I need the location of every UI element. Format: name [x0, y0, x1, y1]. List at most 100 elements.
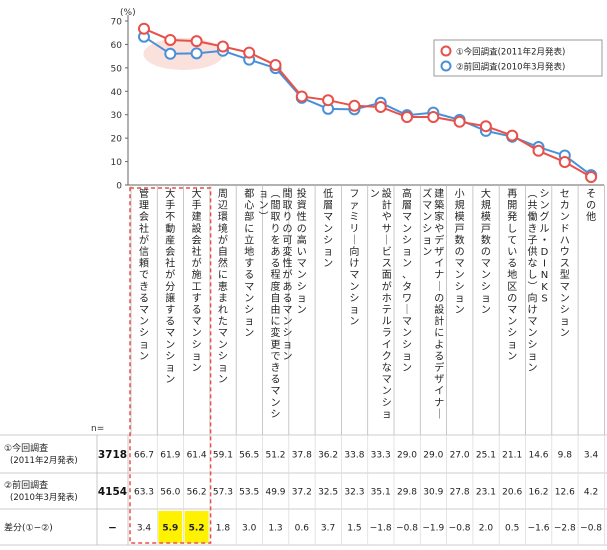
category-label-char: ホ — [382, 292, 392, 304]
category-label-char: シ — [540, 189, 550, 200]
category-label-char: ョ — [402, 247, 412, 258]
category-label-char: け — [349, 258, 359, 270]
category-label-char: し — [528, 269, 538, 281]
highlight-frame — [129, 187, 212, 544]
category-label-char: マ — [528, 317, 538, 328]
category-label-char: ミ — [349, 212, 359, 223]
category-label-char: マ — [297, 259, 307, 270]
category-label-char: に — [244, 223, 254, 235]
category-label-char: 型 — [560, 268, 570, 281]
category-label-char: る — [271, 374, 281, 386]
category-label-char: に — [218, 269, 228, 281]
category-label-char: ン — [402, 363, 412, 374]
category-label-char: 立 — [244, 233, 254, 246]
category-label-char: ン — [192, 328, 202, 339]
category-label-char: 高 — [402, 187, 412, 200]
category-label-char: タ — [402, 281, 412, 293]
row-sublabel: (2010年3月発表) — [10, 492, 78, 503]
category-label-char: ク — [382, 350, 392, 362]
category-label-char: サ — [382, 223, 392, 235]
category-label-char: 再 — [507, 188, 517, 200]
category-label-char: 動 — [165, 222, 175, 235]
table-cell: 1.3 — [268, 524, 282, 534]
category-label-char: 供 — [528, 245, 538, 258]
category-label-char: ラ — [382, 327, 392, 339]
y-tick-label: 10 — [111, 158, 123, 168]
category-label-char: 共 — [528, 200, 538, 212]
category-label-char: ン — [139, 351, 149, 362]
category-label-char: 産 — [165, 233, 175, 246]
category-label-char: 都 — [244, 188, 254, 200]
row-label: ①今回調査 — [4, 442, 48, 454]
category-label-char: 規 — [455, 200, 465, 212]
series-1-point — [164, 47, 177, 60]
row-n-value: − — [108, 522, 117, 534]
category-label-char: ン — [349, 317, 359, 328]
table-cell: 36.2 — [318, 451, 338, 461]
category-label-char: が — [139, 233, 149, 246]
category-label-char: 部 — [244, 210, 254, 223]
category-label-char: ナ — [434, 269, 444, 281]
category-label-char: シ — [218, 351, 228, 362]
category-label-char: 家 — [434, 210, 444, 223]
y-tick-label: 20 — [111, 135, 123, 145]
category-label-char: 資 — [297, 200, 307, 212]
category-label-char: 計 — [434, 315, 444, 328]
table-cell: 61.4 — [187, 451, 207, 461]
category-label-char: の — [507, 293, 517, 304]
category-label-char: マ — [402, 212, 412, 223]
category-label-char: ン — [481, 270, 491, 281]
category-label-char: り — [271, 223, 281, 235]
category-label-char: N — [541, 270, 548, 281]
category-label-char: K — [541, 282, 548, 293]
category-label-char: ン — [139, 317, 149, 328]
category-label-char: 周 — [218, 188, 228, 200]
series-0-point — [164, 33, 177, 46]
category-label-char: ︶ — [259, 211, 269, 223]
n-header: n= — [91, 424, 104, 434]
category-label-char: フ — [349, 189, 359, 200]
category-label-char: が — [165, 268, 175, 281]
category-label-char: マ — [507, 305, 517, 316]
category-label-char: ョ — [323, 247, 333, 258]
category-label-char: ド — [560, 224, 570, 235]
category-label-char: 小 — [455, 188, 465, 200]
table-cell: 33.3 — [371, 451, 391, 461]
category-label-char: ｜ — [382, 234, 392, 246]
category-label-char: シ — [271, 409, 281, 420]
category-label-char: 模 — [455, 211, 465, 223]
table-cell: 30.9 — [423, 488, 443, 498]
category-label-char: 大 — [165, 187, 175, 200]
legend-marker-0 — [440, 45, 452, 57]
category-label-char: イ — [382, 340, 392, 351]
category-label-char: ン — [422, 247, 432, 258]
table-cell: −0.8 — [449, 524, 471, 534]
table-cell: 61.9 — [160, 451, 180, 461]
category-label-char: 由 — [271, 303, 281, 316]
category-label-char: ョ — [560, 317, 570, 328]
category-label-char: 環 — [218, 211, 228, 223]
table-cell: 66.7 — [134, 451, 154, 461]
category-label-char: の — [297, 224, 307, 235]
category-label-char: ン — [218, 340, 228, 351]
table-cell: 32.3 — [344, 488, 364, 498]
category-label-char: ン — [259, 201, 269, 212]
series-0-point — [190, 35, 203, 48]
category-label-char: マ — [271, 386, 281, 397]
category-label-char: の — [455, 247, 465, 258]
table-cell: 29.0 — [397, 451, 417, 461]
category-label-char: シ — [297, 282, 307, 293]
category-label-char: シ — [455, 282, 465, 293]
category-label-char: シ — [560, 305, 570, 316]
category-label-char: I — [543, 259, 546, 270]
category-label-char: 投 — [297, 187, 307, 200]
table-cell: 14.6 — [528, 451, 548, 461]
category-label-char: す — [244, 258, 254, 270]
category-label-char: 取 — [271, 211, 281, 223]
category-label-char: 他 — [586, 210, 596, 223]
table-cell: 29.8 — [397, 488, 417, 498]
category-label-char: 不 — [165, 212, 175, 223]
category-label-char: 建 — [192, 210, 202, 223]
category-label-char: 地 — [507, 268, 517, 281]
